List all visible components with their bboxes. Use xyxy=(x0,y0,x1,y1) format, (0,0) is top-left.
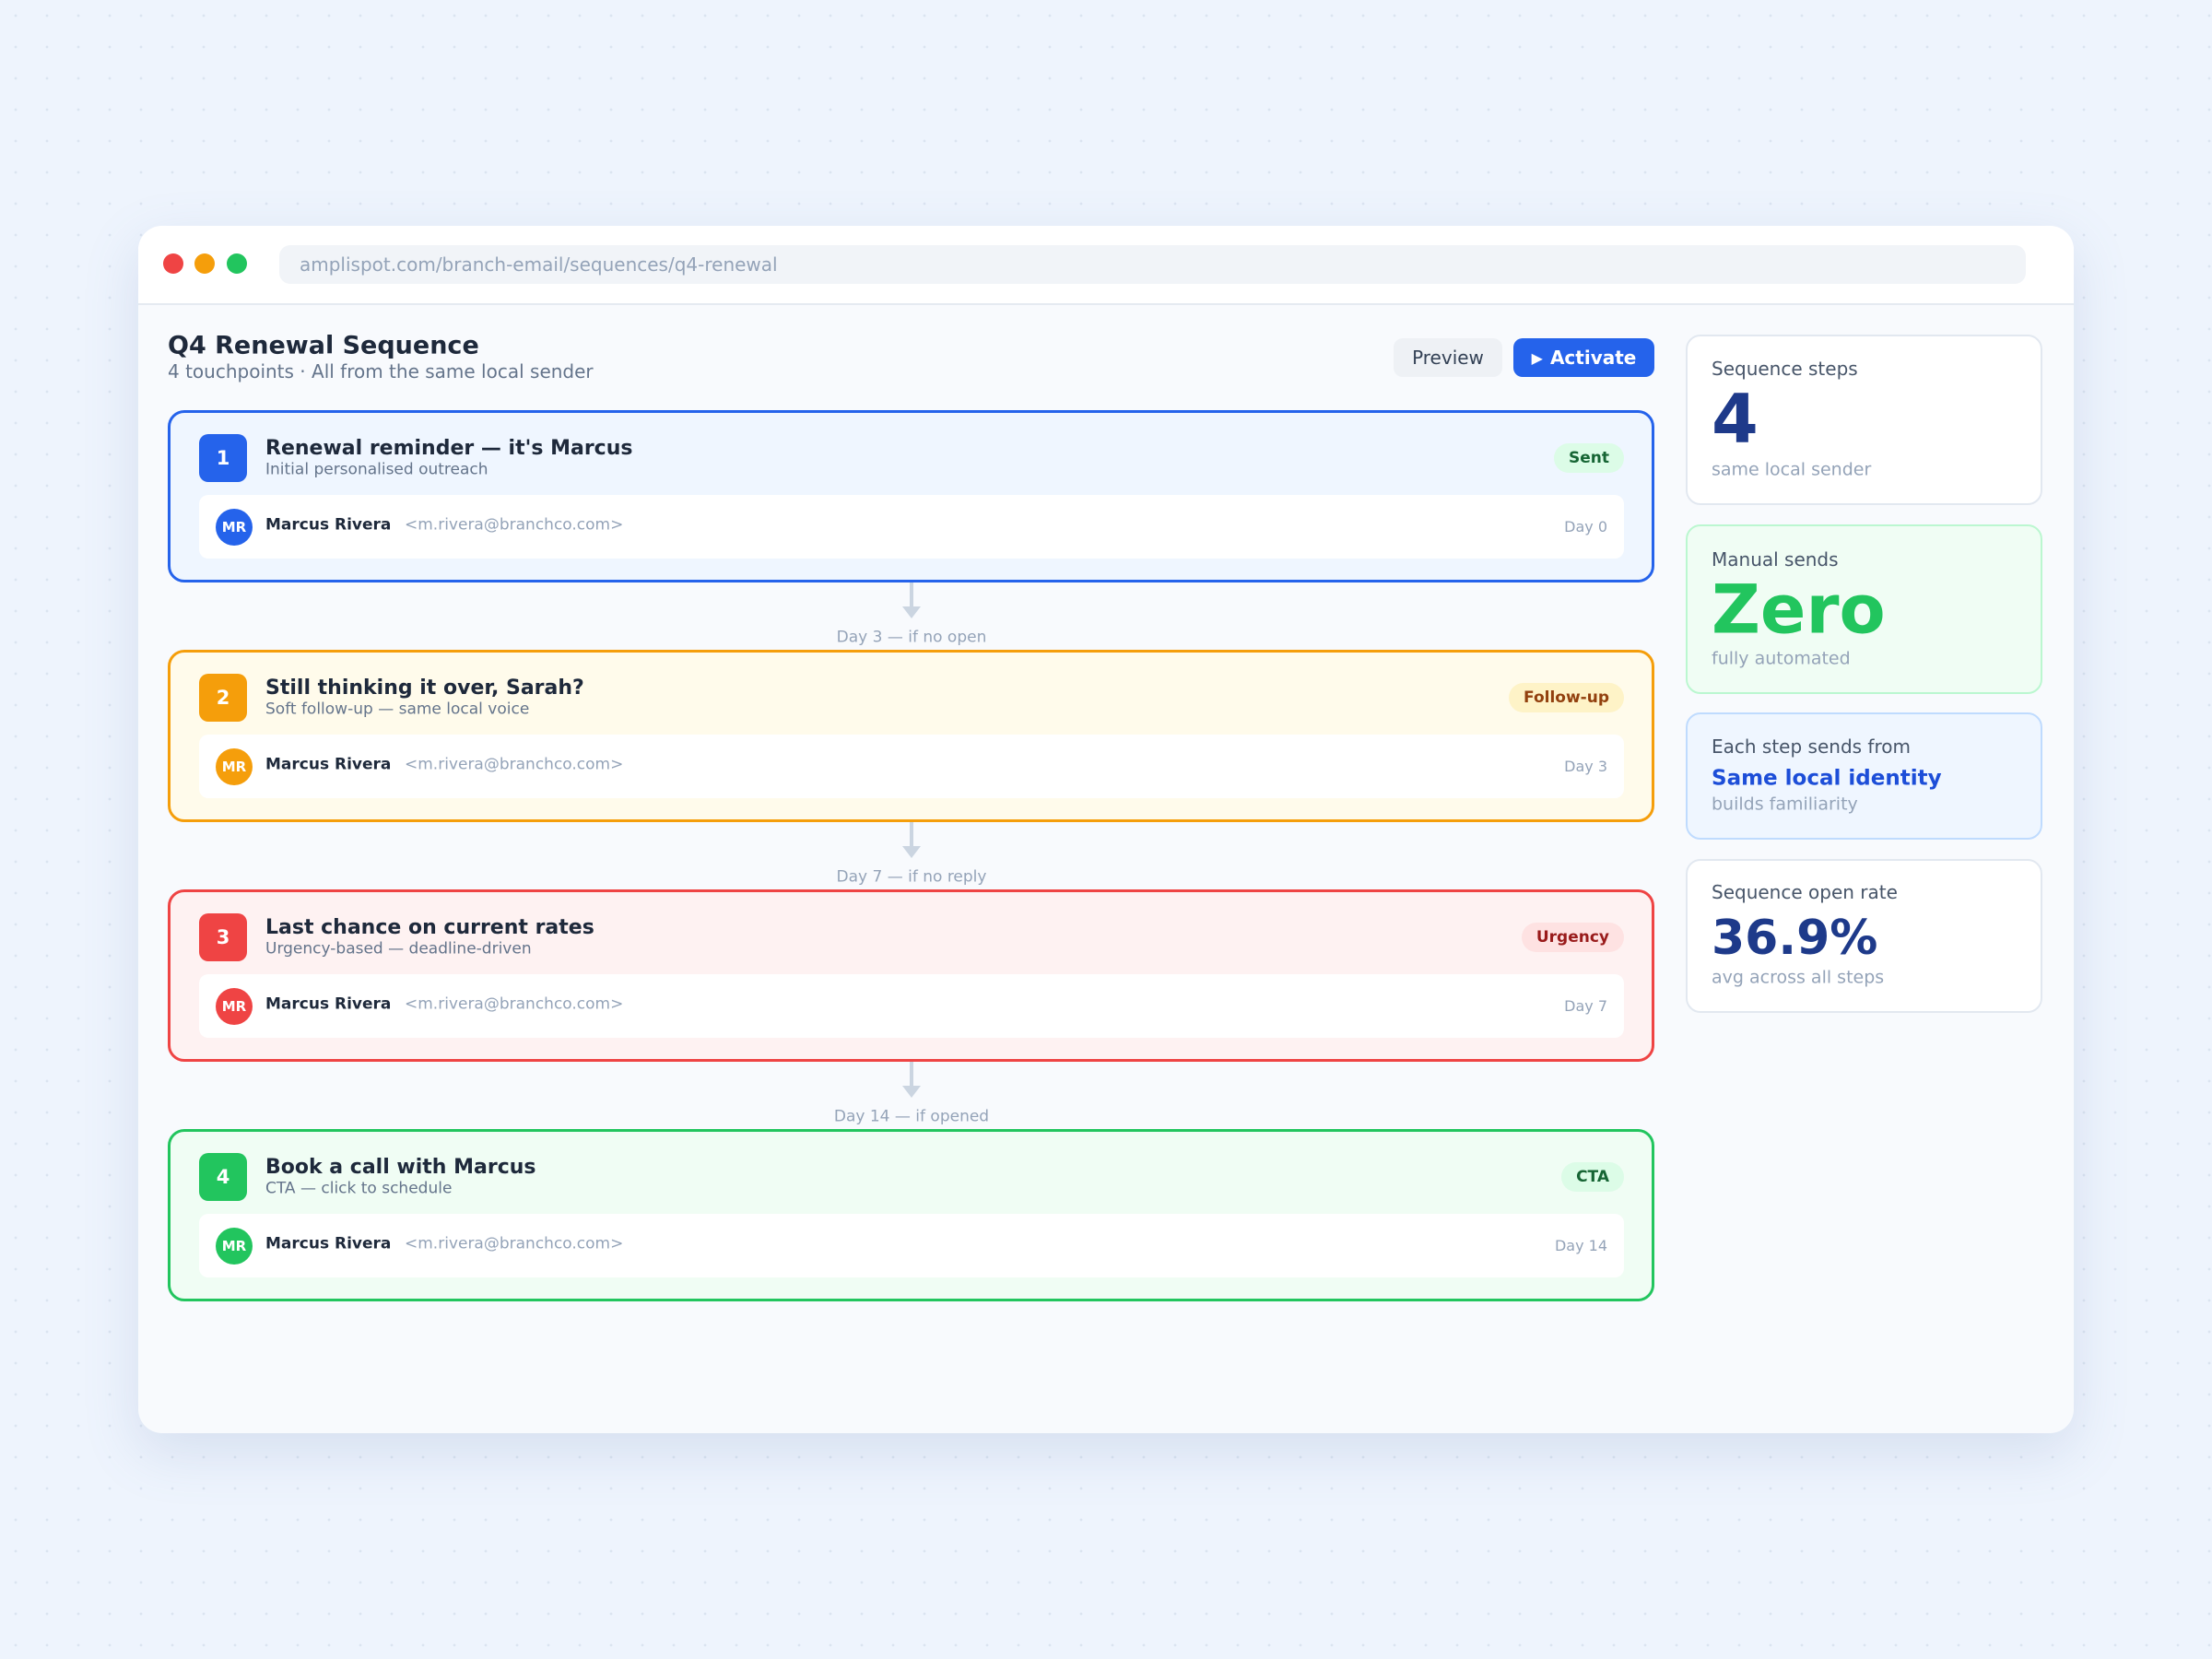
stat-label: Each step sends from xyxy=(1712,735,1911,758)
step-badge: Follow-up xyxy=(1509,683,1624,712)
minimize-dot[interactable] xyxy=(194,253,215,274)
sender-name: Marcus Rivera xyxy=(265,515,392,535)
step-subtitle: Soft follow-up — same local voice xyxy=(265,700,530,719)
step-title: Still thinking it over, Sarah? xyxy=(265,677,584,700)
connector-line xyxy=(910,582,913,608)
connector-label: Day 14 — if opened xyxy=(833,1107,990,1126)
step-number: 3 xyxy=(199,913,247,961)
send-day: Day 7 xyxy=(1564,997,1607,1015)
stat-value: Zero xyxy=(1712,571,1886,650)
step-number: 2 xyxy=(199,674,247,722)
step-badge: Urgency xyxy=(1521,923,1624,952)
stat-value: Same local identity xyxy=(1712,766,1942,791)
stat-note: fully automated xyxy=(1712,648,1851,669)
connector-line xyxy=(910,822,913,848)
sender-avatar: MR xyxy=(216,988,253,1025)
send-day: Day 14 xyxy=(1554,1237,1607,1254)
page-subtitle: 4 touchpoints · All from the same local … xyxy=(168,360,594,382)
stat-label: Manual sends xyxy=(1712,548,1839,571)
stat-note: builds familiarity xyxy=(1712,794,1858,815)
stat-value: 4 xyxy=(1712,380,1759,459)
sender-avatar: MR xyxy=(216,1228,253,1265)
step-badge: Sent xyxy=(1553,443,1624,473)
stat-label: Sequence steps xyxy=(1712,358,1858,380)
url-bar[interactable]: amplispot.com/branch-email/sequences/q4-… xyxy=(279,245,2026,284)
send-day: Day 0 xyxy=(1564,518,1607,535)
stat-card: Sequence steps 4 same local sender xyxy=(1686,335,2042,505)
step-number: 4 xyxy=(199,1153,247,1201)
stat-note: avg across all steps xyxy=(1712,967,1885,988)
stat-card: Manual sends Zero fully automated xyxy=(1686,524,2042,694)
send-day: Day 3 xyxy=(1564,758,1607,775)
sender-email: <m.rivera@branchco.com> xyxy=(405,1234,624,1253)
browser-window: amplispot.com/branch-email/sequences/q4-… xyxy=(138,226,2074,1433)
sender-name: Marcus Rivera xyxy=(265,1234,392,1253)
sender-row: MR Marcus Rivera <m.rivera@branchco.com> Da… xyxy=(199,735,1624,798)
connector-label: Day 7 — if no reply xyxy=(836,867,987,887)
sender-row: MR Marcus Rivera <m.rivera@branchco.com> Da… xyxy=(199,495,1624,559)
step-title: Book a call with Marcus xyxy=(265,1156,536,1179)
stat-note: same local sender xyxy=(1712,459,1872,480)
step-subtitle: Urgency-based — deadline-driven xyxy=(265,939,532,959)
activate-button[interactable]: ▶ Activate xyxy=(1513,338,1654,377)
step-subtitle: Initial personalised outreach xyxy=(265,460,488,479)
stat-card: Each step sends from Same local identity b… xyxy=(1686,712,2042,840)
step-card[interactable]: 4 Book a call with Marcus CTA — click to s… xyxy=(168,1129,1654,1301)
sender-email: <m.rivera@branchco.com> xyxy=(405,515,624,535)
sender-email: <m.rivera@branchco.com> xyxy=(405,755,624,774)
sender-row: MR Marcus Rivera <m.rivera@branchco.com> Da… xyxy=(199,1214,1624,1277)
stat-label: Sequence open rate xyxy=(1712,881,1898,903)
activate-label: Activate xyxy=(1549,347,1637,369)
sender-name: Marcus Rivera xyxy=(265,994,392,1014)
step-card[interactable]: 3 Last chance on current rates Urgency-bas… xyxy=(168,889,1654,1062)
sender-avatar: MR xyxy=(216,509,253,546)
maximize-dot[interactable] xyxy=(227,253,247,274)
page-title: Q4 Renewal Sequence xyxy=(168,331,479,360)
connector-arrow xyxy=(902,846,921,858)
step-card[interactable]: 2 Still thinking it over, Sarah? Soft foll… xyxy=(168,650,1654,822)
stat-value: 36.9% xyxy=(1712,911,1878,966)
step-card[interactable]: 1 Renewal reminder — it's Marcus Initial p… xyxy=(168,410,1654,582)
title-bar: amplispot.com/branch-email/sequences/q4-… xyxy=(138,226,2074,305)
step-title: Last chance on current rates xyxy=(265,916,594,939)
step-subtitle: CTA — click to schedule xyxy=(265,1179,453,1198)
sender-email: <m.rivera@branchco.com> xyxy=(405,994,624,1014)
stat-card: Sequence open rate 36.9% avg across all st… xyxy=(1686,859,2042,1013)
preview-button[interactable]: Preview xyxy=(1394,338,1502,377)
sender-avatar: MR xyxy=(216,748,253,785)
step-title: Renewal reminder — it's Marcus xyxy=(265,437,633,460)
sender-name: Marcus Rivera xyxy=(265,755,392,774)
connector-label: Day 3 — if no open xyxy=(836,628,987,647)
step-badge: CTA xyxy=(1561,1162,1624,1192)
sender-row: MR Marcus Rivera <m.rivera@branchco.com> Da… xyxy=(199,974,1624,1038)
connector-arrow xyxy=(902,606,921,618)
step-number: 1 xyxy=(199,434,247,482)
close-dot[interactable] xyxy=(163,253,183,274)
play-icon: ▶ xyxy=(1531,348,1543,367)
connector-arrow xyxy=(902,1086,921,1098)
connector-line xyxy=(910,1062,913,1088)
